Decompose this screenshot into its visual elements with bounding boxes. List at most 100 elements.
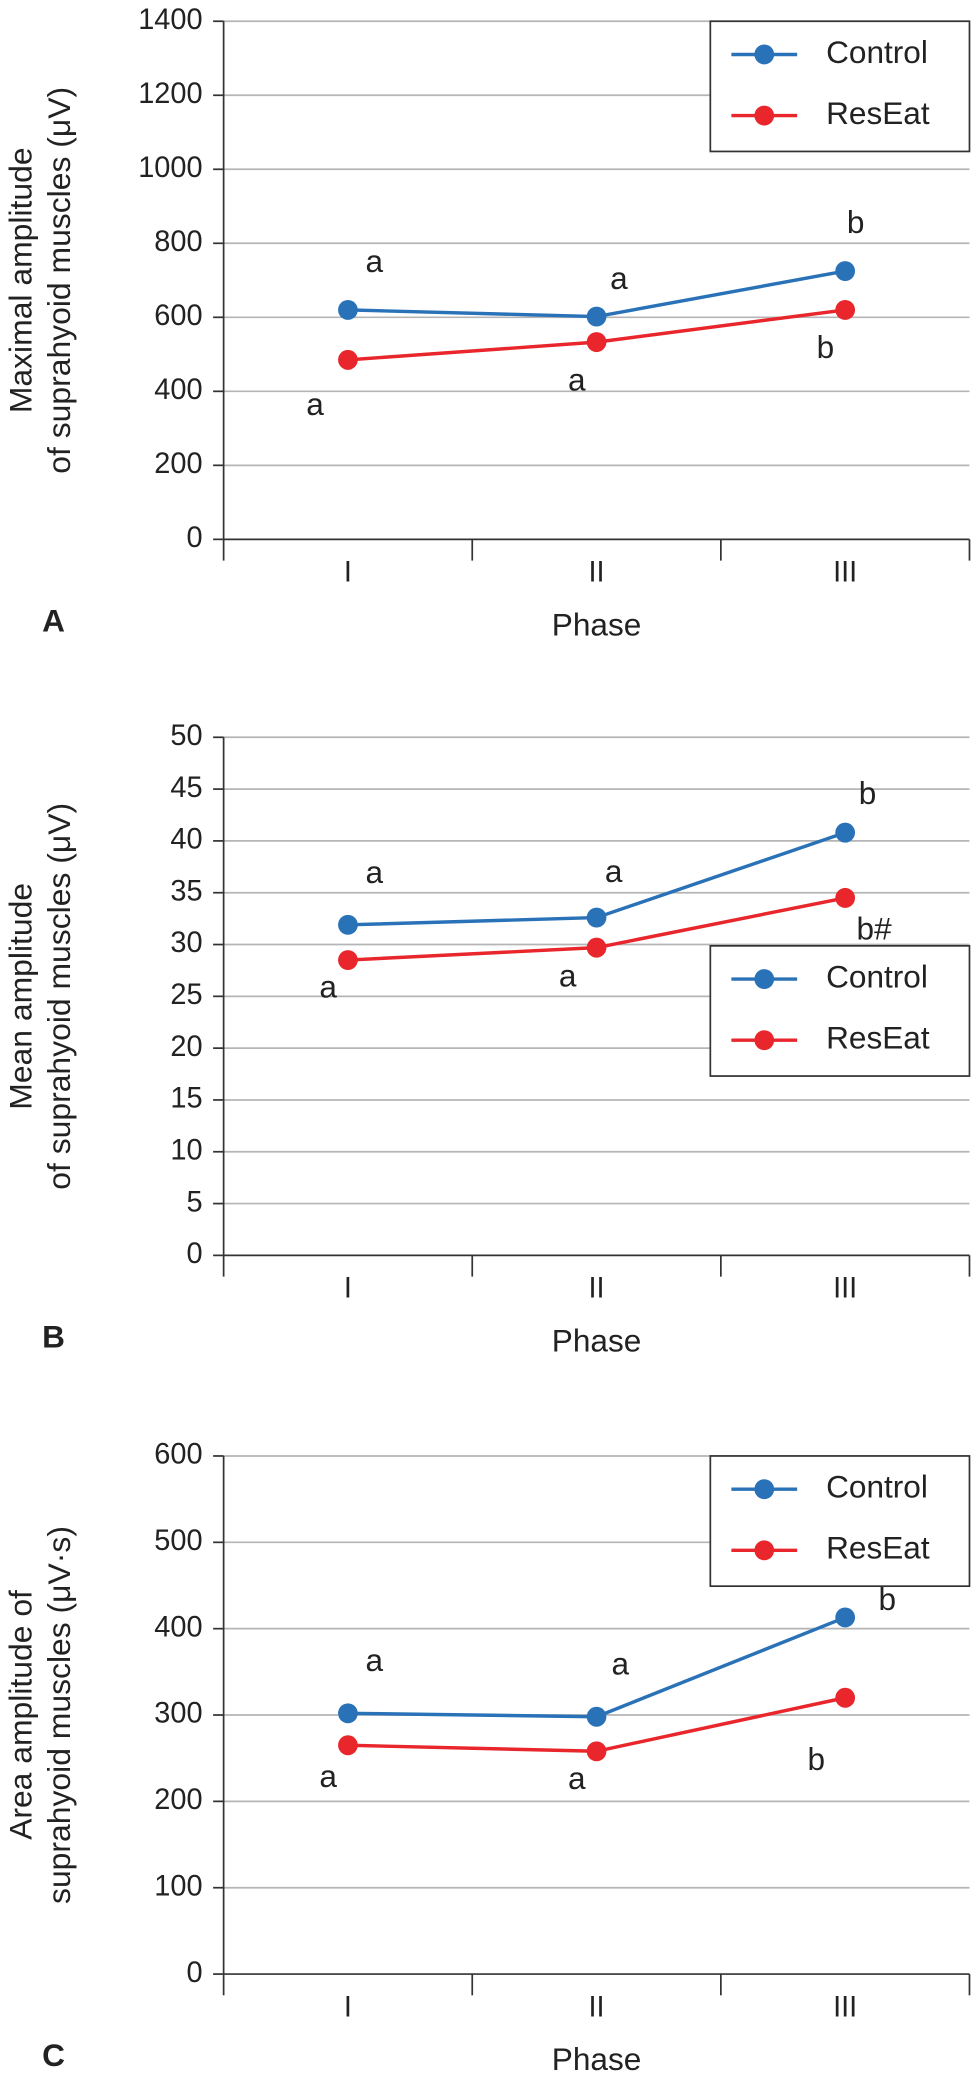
y-tick-label: 1200 [138,78,202,110]
point-annotation: b [807,1741,825,1777]
data-point [586,907,607,928]
x-tick-label: III [833,1273,857,1305]
point-annotation: b# [857,910,892,946]
legend-box [709,20,971,153]
y-tick-label: 500 [154,1525,202,1557]
point-annotation: a [559,957,577,993]
legend-marker [754,105,775,126]
legend-label: ResEat [826,1019,930,1055]
legend-label: ResEat [826,95,930,131]
data-point [338,1703,358,1724]
data-point [835,822,856,843]
point-annotation: b [817,329,835,365]
y-tick-label: 600 [154,1439,202,1471]
y-axis-label-line: Area amplitude of [3,1590,39,1840]
y-tick-label: 200 [154,1784,202,1816]
point-annotation: a [365,854,383,890]
x-tick-label: II [589,1991,605,2023]
y-tick-label: 0 [186,522,202,554]
y-tick-label: 50 [170,720,202,752]
y-tick-label: 400 [154,374,202,406]
y-axis-label-line: of suprahyoid muscles (μV) [41,87,77,474]
x-axis-label: Phase [552,606,641,642]
data-point [338,914,358,935]
x-tick-label: I [344,1991,352,2023]
y-tick-label: 35 [170,875,202,907]
y-tick-label: 25 [170,979,202,1011]
x-tick-label: III [833,1991,857,2023]
point-annotation: a [319,1758,337,1794]
data-point [586,1741,607,1762]
y-tick-label: 45 [170,772,202,804]
y-axis-label-line: suprahyoid muscles (μV·s) [41,1526,77,1904]
legend-label: ResEat [826,1530,930,1566]
y-tick-label: 1400 [138,4,202,36]
panel-label: C [42,2037,65,2073]
x-tick-label: I [344,556,352,588]
y-tick-label: 400 [154,1611,202,1643]
legend-box [709,1455,971,1588]
data-point [835,1607,856,1628]
point-annotation: a [568,361,586,397]
data-point [586,1706,607,1727]
data-point [338,299,358,320]
y-tick-label: 5 [186,1186,202,1218]
point-annotation: b [847,204,865,240]
y-tick-label: 800 [154,226,202,258]
data-point [835,299,856,320]
y-tick-label: 0 [186,1957,202,1989]
y-tick-label: 15 [170,1083,202,1115]
panel-label: A [42,602,65,638]
data-point [586,937,607,958]
point-annotation: a [568,1760,586,1796]
y-tick-label: 20 [170,1031,202,1063]
point-annotation: a [319,969,337,1005]
point-annotation: a [365,243,383,279]
y-tick-label: 1000 [138,152,202,184]
data-point [338,349,358,370]
y-tick-label: 30 [170,927,202,959]
point-annotation: b [859,775,877,811]
y-tick-label: 100 [154,1870,202,1902]
y-tick-label: 600 [154,300,202,332]
y-tick-label: 0 [186,1238,202,1270]
data-point [586,306,607,327]
legend-marker [754,1540,775,1561]
y-tick-label: 200 [154,448,202,480]
x-tick-label: III [833,556,857,588]
data-point [835,887,856,908]
legend-marker [754,969,775,990]
y-axis-label: Area amplitude ofsuprahyoid muscles (μV·… [3,1526,77,1904]
y-axis-label: Mean amplitudeof suprahyoid muscles (μV) [3,803,77,1190]
series-line [347,1615,846,1719]
data-point [586,332,607,353]
panel-label: B [42,1318,65,1354]
x-tick-label: II [589,556,605,588]
point-annotation: b [878,1581,896,1617]
point-annotation: a [365,1642,383,1678]
point-annotation: a [611,1646,629,1682]
x-tick-label: I [344,1273,352,1305]
data-point [338,950,358,971]
x-axis-label: Phase [552,1322,641,1358]
point-annotation: a [610,260,628,296]
legend-label: Control [826,34,928,70]
legend-box [709,944,971,1077]
legend-label: Control [826,958,928,994]
point-annotation: a [306,386,324,422]
legend-label: Control [826,1468,928,1504]
data-point [835,1687,856,1708]
data-point [835,261,856,282]
y-axis-label-line: Mean amplitude [3,883,39,1110]
x-tick-label: II [589,1273,605,1305]
y-axis-label-line: of suprahyoid muscles (μV) [41,803,77,1190]
y-tick-label: 300 [154,1698,202,1730]
data-point [338,1735,358,1756]
legend-marker [754,1030,775,1051]
legend-marker [754,1479,775,1500]
y-axis-label-line: Maximal amplitude [3,147,39,413]
legend-marker [754,44,775,65]
y-tick-label: 40 [170,824,202,856]
